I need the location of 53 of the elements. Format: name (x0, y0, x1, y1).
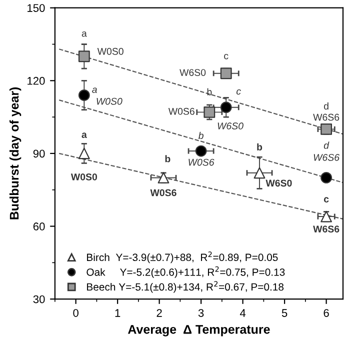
point (320, 210, 332, 222)
point (195, 145, 207, 157)
annotation: c (236, 89, 241, 95)
legend-label: Birch Y=-3.9(±0.7)+88, R$^{2}$=0.89, P=0.05 (87, 252, 278, 264)
x-tick-label: 3 (198, 309, 204, 317)
annotation: a (92, 88, 97, 93)
annotation: W0S0 (97, 48, 124, 55)
point (320, 123, 332, 135)
point (220, 102, 232, 114)
annotation: W6S6 (314, 154, 340, 161)
y-tick-label: 30 (33, 295, 45, 304)
x-tick-label: 1 (115, 309, 120, 317)
legend-label: Beech Y=-5.1(±0.8)+134, R$^{2}$=0.67, P=0.18 (87, 281, 284, 293)
x-tick-label: 6 (324, 309, 329, 317)
annotation: d (324, 142, 330, 149)
x-tick-label: 2 (156, 309, 162, 317)
annotation: W0S0 (70, 173, 98, 180)
point (204, 106, 216, 118)
annotation: b (198, 132, 204, 140)
y-tick-label: 150 (28, 4, 45, 12)
annotation: W0S6 (188, 158, 214, 166)
y-tick-label: 90 (33, 150, 45, 158)
annotation: b (207, 88, 212, 96)
point (78, 148, 90, 160)
annotation: b (165, 155, 170, 162)
annotation: W6S0 (180, 69, 206, 76)
annotation: a (82, 132, 87, 138)
annotation: a (82, 31, 87, 37)
annotation: W0S6 (150, 189, 176, 196)
point (220, 68, 232, 80)
annotation: W6S6 (313, 226, 340, 232)
annotation: d (324, 102, 328, 110)
point (320, 172, 332, 184)
annotation: W0S6 (168, 108, 194, 115)
x-axis-title: Average Δ Temperature (128, 325, 270, 336)
y-axis-title: Budburst (day of year) (9, 87, 22, 220)
y-tick-label: 60 (33, 222, 45, 230)
x-tick-label: 0 (73, 309, 78, 317)
annotation: W0S0 (96, 98, 122, 105)
annotation: b (257, 143, 262, 150)
annotation: c (324, 197, 329, 202)
annotation: c (224, 54, 228, 60)
point (78, 50, 90, 62)
annotation: W6S0 (218, 122, 244, 130)
x-tick-label: 5 (282, 309, 288, 317)
legend-label: Oak Y=-5.2(±0.6)+111, R$^{2}$=0.75, P=0.13 (86, 266, 285, 278)
point (78, 90, 90, 101)
annotation: W6S0 (266, 180, 292, 187)
x-tick-label: 4 (240, 309, 246, 317)
y-tick-label: 120 (28, 76, 45, 85)
point (254, 167, 266, 179)
point (158, 172, 170, 184)
annotation: W6S6 (313, 114, 340, 121)
